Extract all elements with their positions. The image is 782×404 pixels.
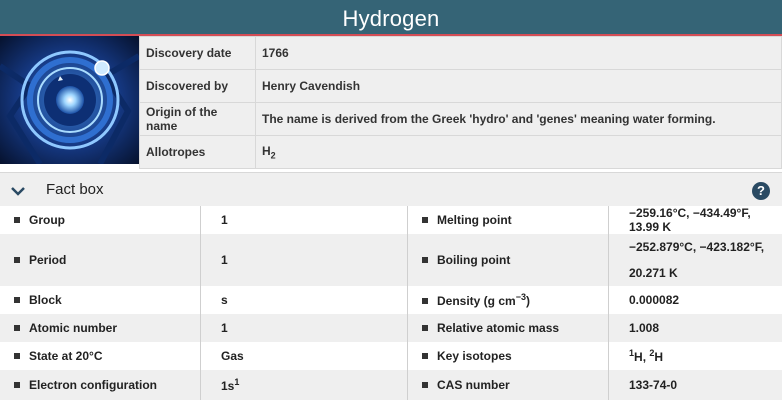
fact-label: Melting point: [407, 206, 609, 234]
fact-value: 1.008: [608, 314, 782, 342]
chevron-down-icon[interactable]: [10, 183, 26, 201]
bullet-icon: [14, 216, 20, 223]
bullet-icon: [422, 297, 428, 304]
info-row: Discovery date 1766: [139, 36, 782, 70]
bullet-icon: [14, 256, 20, 263]
info-row: Allotropes H2: [139, 135, 782, 169]
element-info-table: Discovery date 1766 Discovered by Henry …: [139, 36, 782, 169]
info-value: The name is derived from the Greek 'hydr…: [255, 102, 782, 136]
fact-value: −259.16°C, −434.49°F, 13.99 K: [608, 206, 782, 234]
element-title: Hydrogen: [342, 6, 440, 31]
fact-label: Density (g cm−3): [407, 286, 609, 314]
fact-label: CAS number: [407, 370, 609, 400]
element-title-bar: Hydrogen: [0, 0, 782, 36]
bullet-icon: [14, 381, 20, 388]
bullet-icon: [14, 324, 20, 331]
bullet-icon: [422, 256, 428, 263]
bullet-icon: [422, 324, 428, 331]
fact-box-title: Fact box: [46, 181, 104, 198]
info-value: Henry Cavendish: [255, 69, 782, 103]
fact-value: −252.879°C, −423.182°F, 20.271 K: [608, 234, 782, 286]
fact-row: Group 1 Melting point −259.16°C, −434.49…: [0, 206, 782, 234]
fact-value: 1: [200, 206, 408, 234]
fact-label: Period: [0, 234, 201, 286]
fact-value: 1H, 2H: [608, 342, 782, 370]
fact-value: 1: [200, 314, 408, 342]
bullet-icon: [422, 216, 428, 223]
fact-box-toggle[interactable]: Fact box ?: [0, 172, 782, 207]
fact-value: 0.000082: [608, 286, 782, 314]
fact-label: Block: [0, 286, 201, 314]
fact-label: Group: [0, 206, 201, 234]
fact-label: Relative atomic mass: [407, 314, 609, 342]
fact-label: Electron configuration: [0, 370, 201, 400]
info-label: Discovery date: [139, 36, 256, 70]
info-label: Discovered by: [139, 69, 256, 103]
hydrogen-atom-illustration: [0, 36, 139, 164]
fact-row: Electron configuration 1s1 CAS number 13…: [0, 370, 782, 400]
bullet-icon: [422, 352, 428, 359]
fact-row: State at 20°C Gas Key isotopes 1H, 2H: [0, 342, 782, 370]
fact-value: 1: [200, 234, 408, 286]
bullet-icon: [422, 381, 428, 388]
info-label: Allotropes: [139, 135, 256, 169]
fact-row: Atomic number 1 Relative atomic mass 1.0…: [0, 314, 782, 342]
info-value: 1766: [255, 36, 782, 70]
fact-row: Period 1 Boiling point −252.879°C, −423.…: [0, 234, 782, 286]
allotrope-symbol: H: [262, 143, 271, 158]
allotrope-subscript: 2: [270, 150, 276, 161]
fact-value: Gas: [200, 342, 408, 370]
fact-label: Atomic number: [0, 314, 201, 342]
info-value: H2: [255, 135, 782, 169]
fact-row: Block s Density (g cm−3) 0.000082: [0, 286, 782, 314]
info-row: Origin of the name The name is derived f…: [139, 102, 782, 136]
fact-label: Boiling point: [407, 234, 609, 286]
help-icon[interactable]: ?: [752, 182, 770, 200]
info-row: Discovered by Henry Cavendish: [139, 69, 782, 103]
info-label: Origin of the name: [139, 102, 256, 136]
fact-label: Key isotopes: [407, 342, 609, 370]
bullet-icon: [14, 296, 20, 303]
fact-value: s: [200, 286, 408, 314]
fact-value: 1s1: [200, 370, 408, 400]
fact-value: 133-74-0: [608, 370, 782, 400]
fact-box-table: Group 1 Melting point −259.16°C, −434.49…: [0, 206, 782, 400]
bullet-icon: [14, 352, 20, 359]
element-hero-image: [0, 36, 139, 164]
fact-label: State at 20°C: [0, 342, 201, 370]
